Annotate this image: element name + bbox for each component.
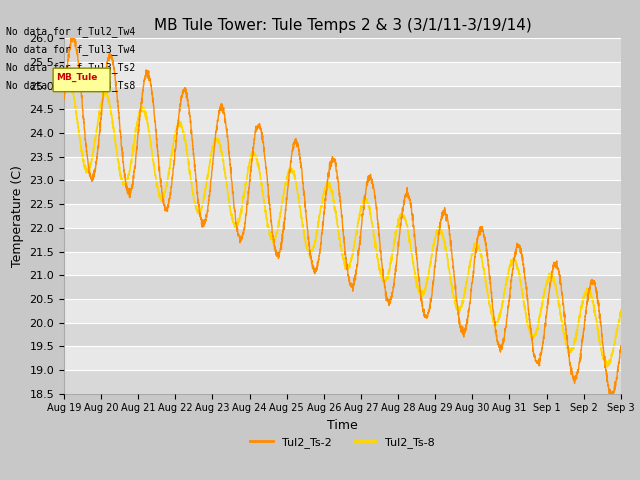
Line: Tul2_Ts-8: Tul2_Ts-8 <box>64 76 621 367</box>
Tul2_Ts-2 <box>274 252 282 258</box>
Text: No data for f_Tul3_Ts2: No data for f_Tul3_Ts2 <box>6 62 136 73</box>
Tul2_Ts-2 <box>617 343 625 349</box>
Tul2_Ts-8 <box>604 364 611 370</box>
Tul2_Ts-8 <box>65 73 73 79</box>
Bar <box>64 133 621 157</box>
Tul2_Ts-8 <box>124 175 132 180</box>
Tul2_Ts-8 <box>298 215 306 220</box>
Y-axis label: Temperature (C): Temperature (C) <box>11 165 24 267</box>
Tul2_Ts-8 <box>617 308 625 313</box>
Tul2_Ts-8 <box>157 193 164 199</box>
Tul2_Ts-2 <box>69 31 77 36</box>
Bar <box>64 299 621 323</box>
Tul2_Ts-2 <box>157 176 164 182</box>
Bar <box>64 346 621 370</box>
Text: No data for f_Tul2_Tw4: No data for f_Tul2_Tw4 <box>6 25 136 36</box>
Bar <box>64 323 621 346</box>
Bar <box>64 38 621 62</box>
X-axis label: Time: Time <box>327 419 358 432</box>
Bar <box>64 180 621 204</box>
Tul2_Ts-8 <box>274 228 282 233</box>
Bar <box>64 109 621 133</box>
Bar <box>64 62 621 86</box>
Tul2_Ts-8 <box>60 83 68 89</box>
Tul2_Ts-2 <box>607 396 615 402</box>
Tul2_Ts-2 <box>546 280 554 286</box>
Bar <box>64 157 621 180</box>
Bar <box>64 252 621 275</box>
Bar <box>64 86 621 109</box>
Title: MB Tule Tower: Tule Temps 2 & 3 (3/1/11-3/19/14): MB Tule Tower: Tule Temps 2 & 3 (3/1/11-… <box>154 18 531 33</box>
Legend: Tul2_Ts-2, Tul2_Ts-8: Tul2_Ts-2, Tul2_Ts-8 <box>246 432 439 452</box>
Bar <box>64 204 621 228</box>
Tul2_Ts-8 <box>546 274 554 280</box>
Tul2_Ts-2 <box>298 167 306 173</box>
Text: MB_Tule: MB_Tule <box>56 73 97 82</box>
Tul2_Ts-2 <box>124 190 132 195</box>
Bar <box>64 228 621 252</box>
Bar <box>64 370 621 394</box>
Line: Tul2_Ts-2: Tul2_Ts-2 <box>64 34 621 399</box>
Tul2_Ts-2 <box>60 94 68 100</box>
Text: No data for f_Tul3_Ts8: No data for f_Tul3_Ts8 <box>6 80 136 91</box>
Tul2_Ts-2 <box>606 387 614 393</box>
Tul2_Ts-8 <box>606 360 614 366</box>
Bar <box>64 275 621 299</box>
Text: No data for f_Tul3_Tw4: No data for f_Tul3_Tw4 <box>6 44 136 55</box>
